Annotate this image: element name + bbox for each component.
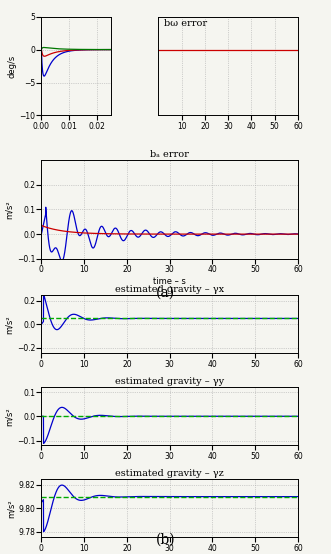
Title: estimated gravity – γx: estimated gravity – γx [115,285,224,294]
Y-axis label: m/s²: m/s² [5,200,14,219]
Y-axis label: m/s²: m/s² [5,315,14,334]
Title: bₐ error: bₐ error [150,150,189,159]
Text: bω error: bω error [164,19,207,28]
Text: (b): (b) [156,533,175,547]
Title: estimated gravity – γz: estimated gravity – γz [115,469,224,478]
X-axis label: time – s: time – s [153,277,186,286]
Y-axis label: m/s²: m/s² [5,407,14,425]
Y-axis label: deg/s: deg/s [7,54,16,78]
Y-axis label: m/s²: m/s² [7,499,16,517]
Title: estimated gravity – γy: estimated gravity – γy [115,377,224,386]
Text: (a): (a) [156,285,175,299]
